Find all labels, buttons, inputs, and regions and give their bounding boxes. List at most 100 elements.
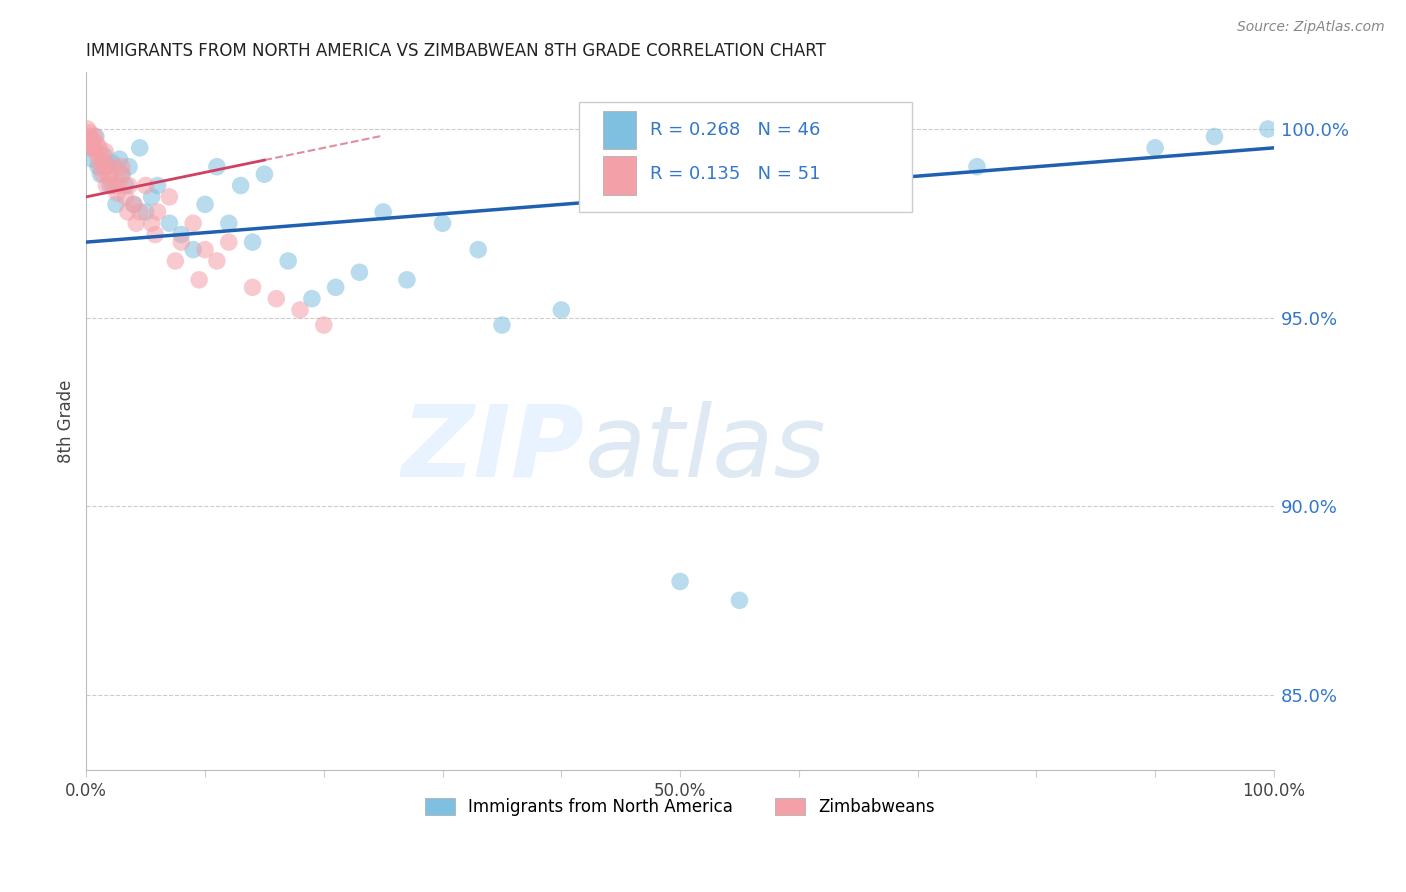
Point	[86, 137, 108, 152]
Point	[93, 156, 115, 170]
Point	[97, 171, 120, 186]
Point	[79, 141, 101, 155]
Point	[242, 280, 264, 294]
Point	[966, 160, 988, 174]
Point	[349, 265, 371, 279]
Point	[91, 167, 114, 181]
Point	[141, 190, 163, 204]
Point	[146, 205, 169, 219]
Point	[96, 178, 118, 193]
Point	[194, 197, 217, 211]
Point	[170, 227, 193, 242]
Point	[194, 243, 217, 257]
Point	[609, 167, 631, 181]
Point	[97, 160, 120, 174]
FancyBboxPatch shape	[603, 156, 636, 194]
Point	[111, 167, 134, 181]
Point	[98, 167, 121, 181]
Point	[157, 190, 180, 204]
Point	[104, 178, 127, 193]
Point	[135, 178, 157, 193]
Point	[94, 145, 117, 159]
Point	[93, 148, 115, 162]
Point	[90, 160, 112, 174]
Point	[82, 141, 104, 155]
Point	[157, 216, 180, 230]
Point	[432, 216, 454, 230]
Point	[80, 137, 103, 152]
Point	[89, 141, 111, 155]
Point	[118, 160, 141, 174]
Point	[82, 141, 104, 155]
Point	[76, 122, 98, 136]
Point	[467, 243, 489, 257]
Point	[491, 318, 513, 332]
Point	[229, 178, 252, 193]
Point	[108, 152, 131, 166]
Text: R = 0.135   N = 51: R = 0.135 N = 51	[651, 165, 821, 183]
Point	[1144, 141, 1167, 155]
Point	[114, 190, 136, 204]
Point	[266, 292, 288, 306]
Text: R = 0.268   N = 46: R = 0.268 N = 46	[651, 120, 821, 138]
Point	[205, 254, 228, 268]
Point	[105, 186, 128, 200]
Text: Source: ZipAtlas.com: Source: ZipAtlas.com	[1237, 20, 1385, 34]
Point	[82, 133, 104, 147]
Point	[288, 303, 311, 318]
Point	[301, 292, 323, 306]
Point	[104, 197, 127, 211]
Point	[373, 205, 395, 219]
Point	[277, 254, 299, 268]
Point	[146, 178, 169, 193]
Point	[118, 178, 141, 193]
Point	[104, 160, 127, 174]
Text: IMMIGRANTS FROM NORTH AMERICA VS ZIMBABWEAN 8TH GRADE CORRELATION CHART: IMMIGRANTS FROM NORTH AMERICA VS ZIMBABW…	[86, 42, 827, 60]
Point	[79, 126, 101, 140]
Text: ZIP: ZIP	[402, 401, 585, 498]
Point	[205, 160, 228, 174]
Point	[87, 160, 110, 174]
FancyBboxPatch shape	[603, 111, 636, 149]
Point	[82, 152, 104, 166]
Point	[90, 167, 112, 181]
Point	[846, 152, 869, 166]
Y-axis label: 8th Grade: 8th Grade	[58, 379, 75, 463]
Point	[165, 254, 187, 268]
Point	[141, 216, 163, 230]
Point	[242, 235, 264, 249]
Point	[728, 593, 751, 607]
Point	[170, 235, 193, 249]
Point	[669, 574, 692, 589]
Point	[143, 227, 166, 242]
Point	[1204, 129, 1226, 144]
Point	[101, 156, 124, 170]
Point	[122, 197, 145, 211]
Point	[77, 129, 100, 144]
Point	[108, 175, 131, 189]
Point	[1257, 122, 1279, 136]
Point	[125, 216, 148, 230]
Point	[325, 280, 347, 294]
Point	[93, 160, 115, 174]
Point	[98, 178, 121, 193]
Point	[83, 129, 105, 144]
Point	[128, 205, 150, 219]
Point	[117, 205, 139, 219]
Point	[218, 235, 240, 249]
Point	[84, 129, 107, 144]
Point	[84, 145, 107, 159]
Point	[181, 216, 204, 230]
Point	[101, 178, 124, 193]
Point	[111, 167, 134, 181]
Point	[111, 160, 134, 174]
Point	[97, 160, 120, 174]
Point	[128, 141, 150, 155]
Point	[550, 303, 572, 318]
Point	[90, 148, 112, 162]
Point	[181, 243, 204, 257]
Point	[114, 178, 136, 193]
Legend: Immigrants from North America, Zimbabweans: Immigrants from North America, Zimbabwea…	[416, 789, 943, 824]
Point	[218, 216, 240, 230]
Point	[312, 318, 335, 332]
